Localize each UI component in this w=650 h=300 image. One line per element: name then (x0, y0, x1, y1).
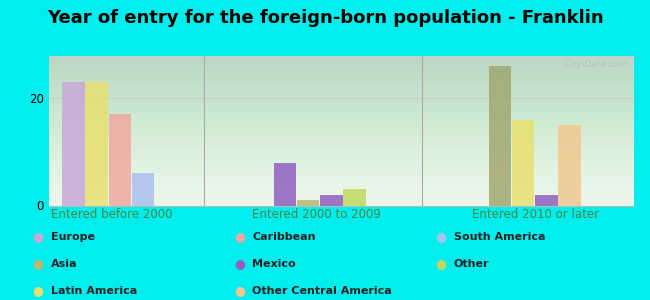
Text: Other: Other (454, 259, 489, 269)
Text: City-Data.com: City-Data.com (558, 60, 628, 69)
Bar (297, 200, 319, 206)
Bar (320, 195, 343, 206)
Text: ●: ● (436, 257, 447, 271)
Text: Other Central America: Other Central America (252, 286, 392, 296)
Bar (274, 163, 296, 206)
Text: Caribbean: Caribbean (252, 232, 316, 242)
Text: South America: South America (454, 232, 545, 242)
Bar (512, 120, 534, 206)
Bar (62, 82, 84, 206)
Text: Mexico: Mexico (252, 259, 296, 269)
Text: ●: ● (234, 257, 245, 271)
Bar (132, 173, 155, 206)
Text: ●: ● (32, 257, 44, 271)
Bar (85, 82, 108, 206)
Text: Asia: Asia (51, 259, 77, 269)
Bar (343, 189, 366, 206)
Text: Europe: Europe (51, 232, 95, 242)
Bar (535, 195, 558, 206)
Bar (109, 114, 131, 206)
Bar (489, 66, 511, 206)
Text: ●: ● (234, 284, 245, 298)
Text: ●: ● (32, 284, 44, 298)
Bar (558, 125, 581, 206)
Text: ●: ● (32, 230, 44, 244)
Text: Latin America: Latin America (51, 286, 137, 296)
Text: Year of entry for the foreign-born population - Franklin: Year of entry for the foreign-born popul… (47, 9, 603, 27)
Text: ●: ● (234, 230, 245, 244)
Text: ●: ● (436, 230, 447, 244)
